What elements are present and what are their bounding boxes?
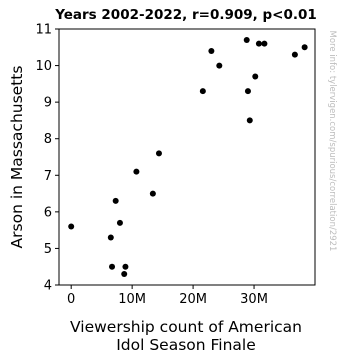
y-axis-label: Arson in Massachusetts — [8, 66, 26, 249]
x-tick-label: 30M — [240, 292, 268, 307]
data-point — [109, 263, 116, 270]
x-tick-label: 20M — [179, 292, 207, 307]
y-axis: 4 5 6 7 8 9 10 11 — [35, 23, 59, 294]
data-point — [261, 40, 268, 47]
y-tick-label: 10 — [35, 59, 52, 74]
data-point — [243, 36, 250, 43]
x-tick-label: 10M — [118, 292, 146, 307]
data-point — [112, 197, 119, 204]
chart-title: Years 2002-2022, r=0.909, p<0.01 — [54, 7, 317, 23]
data-point — [252, 73, 259, 80]
data-point — [122, 263, 129, 270]
data-points — [68, 36, 308, 278]
y-tick-label: 6 — [44, 205, 52, 220]
y-tick-label: 11 — [35, 23, 52, 38]
data-point — [199, 88, 206, 95]
data-point — [255, 40, 262, 47]
data-point — [291, 51, 298, 58]
y-tick-label: 7 — [44, 169, 52, 184]
data-point — [68, 223, 75, 230]
data-point — [155, 150, 162, 157]
data-point — [216, 62, 223, 69]
y-tick-label: 4 — [44, 279, 52, 294]
plot-area — [58, 28, 316, 286]
data-point — [149, 190, 156, 197]
x-axis: 0 10M 20M 30M — [67, 285, 268, 307]
x-axis-label-line-1: Viewership count of American — [70, 318, 302, 336]
y-tick-label: 9 — [44, 96, 52, 111]
data-point — [244, 88, 251, 95]
watermark: More info: tylervigen.com/spurious/corre… — [327, 31, 337, 252]
data-point — [121, 271, 128, 278]
x-tick-label: 0 — [67, 292, 75, 307]
data-point — [116, 219, 123, 226]
x-axis-label-line-2: Idol Season Finale — [116, 336, 256, 354]
data-point — [301, 44, 308, 51]
data-point — [133, 168, 140, 175]
y-tick-label: 5 — [44, 242, 52, 257]
y-tick-label: 8 — [44, 132, 52, 147]
data-point — [246, 117, 253, 124]
data-point — [107, 234, 114, 241]
data-point — [208, 47, 215, 54]
